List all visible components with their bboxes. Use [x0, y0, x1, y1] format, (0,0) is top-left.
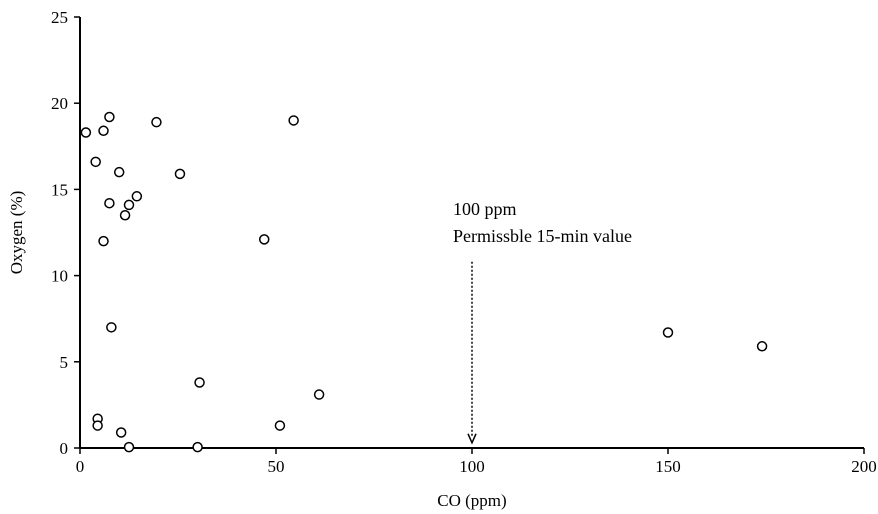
annotation: 100 ppm Permissble 15-min value [453, 199, 632, 445]
data-point [92, 420, 103, 431]
y-axis-title: Oxygen (%) [7, 191, 26, 275]
x-tick-label: 100 [459, 457, 485, 476]
data-point [115, 427, 127, 438]
x-tick-label: 200 [851, 457, 877, 476]
data-point [123, 199, 135, 211]
y-tick-label: 15 [51, 180, 68, 199]
data-point [174, 168, 186, 180]
x-tick-label: 0 [76, 457, 85, 476]
data-point [119, 210, 131, 221]
x-axis-title: CO (ppm) [437, 491, 506, 510]
annotation-text: 100 ppm [453, 199, 517, 219]
data-point [131, 191, 143, 202]
data-point [756, 341, 768, 352]
x-tick-label: 150 [655, 457, 681, 476]
y-tick-label: 25 [51, 8, 68, 27]
annotation-arrow-head [467, 433, 477, 445]
data-point [288, 115, 299, 126]
data-point [123, 441, 135, 453]
data-point [106, 322, 117, 333]
y-tick-label: 10 [51, 267, 68, 286]
data-point [98, 125, 109, 137]
data-point [274, 420, 286, 431]
data-point [90, 156, 101, 168]
annotation-text: Permissble 15-min value [453, 226, 632, 246]
y-tick-label: 5 [60, 353, 69, 372]
y-tick-label: 0 [60, 439, 69, 458]
data-point [662, 327, 674, 338]
y-tick-label: 20 [51, 94, 68, 113]
data-point [151, 116, 162, 128]
data-point [258, 234, 270, 245]
data-point [313, 389, 325, 400]
data-point [104, 111, 115, 123]
x-tick-label: 50 [268, 457, 285, 476]
data-point [98, 235, 109, 247]
data-point [104, 197, 115, 209]
data-points [80, 111, 768, 453]
axis-ticks: 0 5 10 15 20 25 0 50 100 150 200 [51, 8, 877, 476]
data-point [194, 377, 205, 388]
data-point [80, 127, 92, 138]
data-point [192, 441, 203, 453]
data-point [113, 166, 125, 178]
